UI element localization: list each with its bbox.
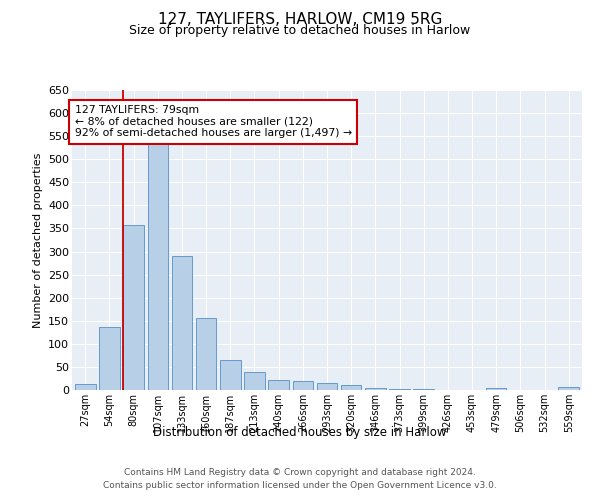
Bar [486,388,506,390]
Bar [317,382,337,390]
Text: Size of property relative to detached houses in Harlow: Size of property relative to detached ho… [130,24,470,37]
Bar [268,380,289,390]
Bar [365,388,386,390]
Bar [99,327,120,390]
Bar [559,387,579,390]
Text: Distribution of detached houses by size in Harlow: Distribution of detached houses by size … [153,426,447,439]
Bar [172,256,192,390]
Bar [413,389,434,390]
Bar [220,360,241,390]
Bar [124,225,144,390]
Bar [244,372,265,390]
Y-axis label: Number of detached properties: Number of detached properties [32,152,43,328]
Bar [148,143,168,390]
Bar [389,388,410,390]
Text: 127, TAYLIFERS, HARLOW, CM19 5RG: 127, TAYLIFERS, HARLOW, CM19 5RG [158,12,442,28]
Text: Contains public sector information licensed under the Open Government Licence v3: Contains public sector information licen… [103,482,497,490]
Bar [341,385,361,390]
Bar [293,381,313,390]
Bar [196,318,217,390]
Text: Contains HM Land Registry data © Crown copyright and database right 2024.: Contains HM Land Registry data © Crown c… [124,468,476,477]
Bar [75,384,95,390]
Text: 127 TAYLIFERS: 79sqm
← 8% of detached houses are smaller (122)
92% of semi-detac: 127 TAYLIFERS: 79sqm ← 8% of detached ho… [74,105,352,138]
